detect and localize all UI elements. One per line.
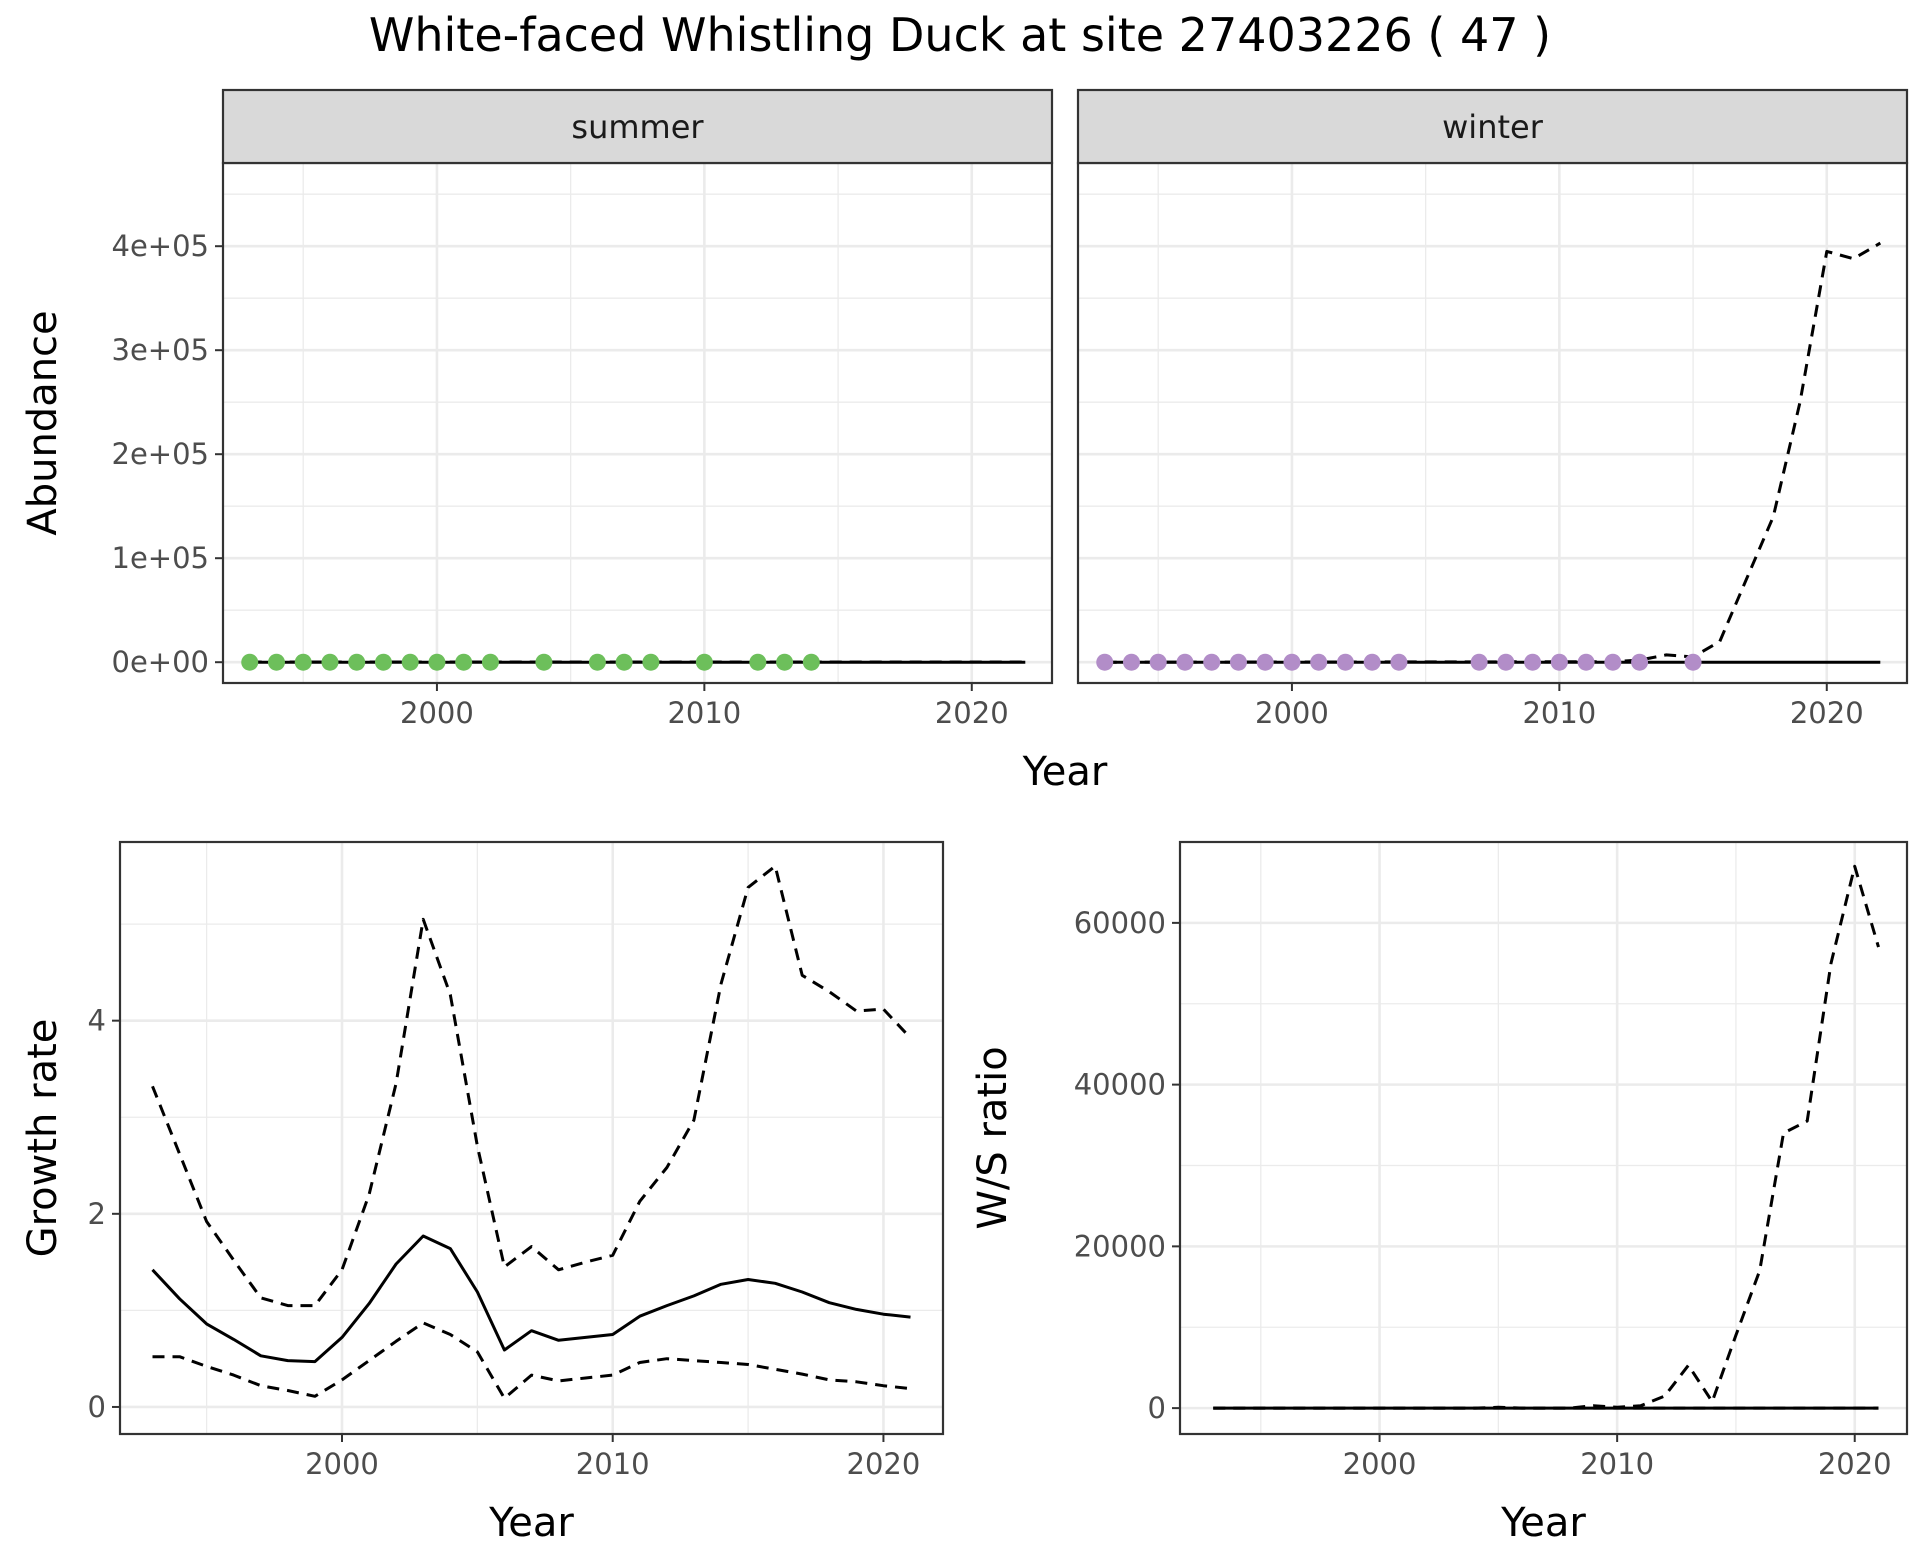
data-point-winter	[1149, 653, 1167, 671]
x-axis-title: Year	[488, 1500, 574, 1546]
x-axis-title: Year	[1500, 1500, 1586, 1546]
x-axis-title: Year	[1022, 749, 1108, 795]
data-point-winter	[1524, 653, 1542, 671]
data-point-summer	[535, 653, 553, 671]
y-tick-label: 0	[1148, 1391, 1166, 1425]
y-tick-label: 0e+00	[112, 645, 210, 679]
data-point-winter	[1203, 653, 1221, 671]
data-point-summer	[695, 653, 713, 671]
data-point-winter	[1256, 653, 1274, 671]
y-axis-title: Abundance	[20, 310, 66, 535]
data-point-summer	[374, 653, 392, 671]
panel-background	[1180, 842, 1907, 1434]
data-point-winter	[1470, 653, 1488, 671]
y-axis-title: Growth rate	[20, 1019, 66, 1258]
y-tick-label: 4	[88, 1004, 106, 1038]
y-tick-label: 3e+05	[112, 333, 210, 367]
x-tick-label: 2010	[1522, 696, 1596, 730]
x-tick-label: 2000	[1255, 696, 1329, 730]
panel-border	[118, 840, 945, 1436]
y-axis-title: W/S ratio	[970, 1046, 1016, 1229]
growth-solid-line	[151, 1234, 911, 1364]
panel-border	[1178, 840, 1909, 1436]
x-tick-label: 2000	[400, 696, 474, 730]
growth-rate-panel: 2000 2010 2020 0 2 4	[88, 840, 945, 1481]
facet-panel-winter: 2000 2010 2020 winter	[1076, 88, 1909, 730]
data-point-winter	[1096, 653, 1114, 671]
x-tick-label: 2010	[576, 1447, 650, 1481]
x-tick-label: 2000	[305, 1447, 379, 1481]
data-point-summer	[749, 653, 767, 671]
ws-ratio-panel: 2000 2010 2020 0 20000 40000 60000	[1074, 840, 1909, 1481]
data-point-winter	[1310, 653, 1328, 671]
chart-title: White-faced Whistling Duck at site 27403…	[368, 8, 1552, 62]
data-point-summer	[294, 653, 312, 671]
facet-strip-label: winter	[1442, 108, 1544, 146]
data-point-summer	[401, 653, 419, 671]
data-point-winter	[1336, 653, 1354, 671]
data-point-summer	[615, 653, 633, 671]
y-tick-label: 60000	[1074, 906, 1166, 940]
data-point-winter	[1363, 653, 1381, 671]
data-point-summer	[455, 653, 473, 671]
data-point-summer	[428, 653, 446, 671]
data-point-winter	[1283, 653, 1301, 671]
x-tick-label: 2020	[935, 696, 1009, 730]
data-point-summer	[642, 653, 660, 671]
y-tick-label: 2e+05	[112, 437, 210, 471]
growth-dashed-line	[152, 1321, 911, 1400]
data-point-winter	[1604, 653, 1622, 671]
y-tick-label: 2	[88, 1197, 106, 1231]
data-point-summer	[802, 653, 820, 671]
data-point-summer	[348, 653, 366, 671]
data-point-winter	[1176, 653, 1194, 671]
x-tick-label: 2020	[847, 1447, 921, 1481]
data-point-winter	[1577, 653, 1595, 671]
growth-dashed-line	[151, 864, 912, 1308]
panel-background	[120, 842, 943, 1434]
x-tick-label: 2000	[1343, 1447, 1417, 1481]
facet-strip-summer	[221, 88, 1054, 165]
data-point-summer	[267, 653, 285, 671]
data-point-winter	[1550, 653, 1568, 671]
y-tick-label: 1e+05	[112, 541, 210, 575]
data-point-summer	[481, 653, 499, 671]
x-tick-label: 2010	[1580, 1447, 1654, 1481]
facet-strip-label: summer	[571, 108, 704, 146]
data-point-winter	[1497, 653, 1515, 671]
y-tick-label: 0	[88, 1390, 106, 1424]
data-point-winter	[1122, 653, 1140, 671]
data-point-winter	[1684, 653, 1702, 671]
data-point-summer	[776, 653, 794, 671]
data-point-summer	[241, 653, 259, 671]
facet-panel-summer: 2000 2010 2020 0e+00 1e+05 2e+05 3e+05 4e+05 sum…	[112, 88, 1054, 730]
x-tick-label: 2010	[667, 696, 741, 730]
data-point-winter	[1229, 653, 1247, 671]
x-tick-label: 2020	[1818, 1447, 1892, 1481]
facet-strip-winter	[1076, 88, 1909, 165]
x-tick-label: 2020	[1790, 696, 1864, 730]
y-tick-label: 20000	[1074, 1229, 1166, 1263]
data-point-summer	[321, 653, 339, 671]
data-point-winter	[1631, 653, 1649, 671]
data-point-summer	[588, 653, 606, 671]
panel-background	[1078, 163, 1907, 683]
panel-background	[223, 163, 1052, 683]
y-tick-label: 4e+05	[112, 229, 210, 263]
y-tick-label: 40000	[1074, 1068, 1166, 1102]
data-point-winter	[1390, 653, 1408, 671]
